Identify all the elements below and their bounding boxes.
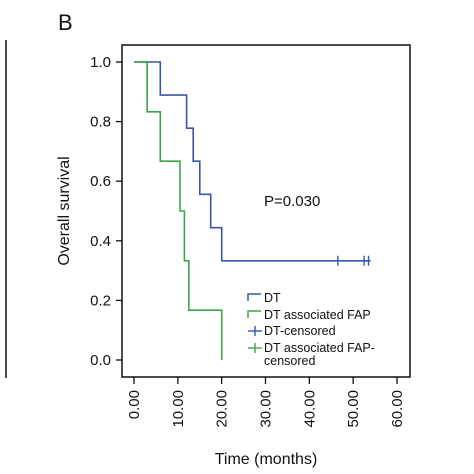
legend-label-continued: censored (264, 354, 315, 368)
p-value-annotation: P=0.030 (264, 193, 320, 210)
legend-label: DT associated FAP (264, 308, 371, 322)
legend-swatch (247, 293, 261, 301)
y-tick-label: 1.0 (90, 54, 111, 71)
y-tick-label: 0.8 (90, 114, 111, 131)
series-layer (134, 61, 371, 360)
legend: DT DT associated FAP DT-censored DT associa… (247, 291, 375, 368)
legend-label: DT (264, 291, 281, 305)
panel-label: B (58, 10, 73, 35)
axes: 0.0 0.2 0.4 0.6 0.8 1.0 0.00 10.00 20.00 30.00 40.… (90, 54, 406, 428)
y-tick-label: 0.2 (90, 292, 111, 309)
y-tick-label: 0.0 (90, 352, 111, 369)
legend-swatch (247, 310, 261, 318)
series-line-dt-associated-fap (134, 61, 223, 360)
x-tick-label: 20.00 (214, 390, 231, 428)
legend-label: DT-censored (264, 324, 336, 338)
x-tick-label: 10.00 (170, 390, 187, 428)
series-line-dt (134, 61, 371, 262)
x-tick-label: 60.00 (389, 390, 406, 428)
x-axis-title: Time (months) (215, 451, 318, 468)
legend-label: DT associated FAP- (264, 341, 375, 355)
x-tick-label: 50.00 (345, 390, 362, 428)
x-tick-label: 30.00 (258, 390, 275, 428)
x-tick-label: 40.00 (301, 390, 318, 428)
y-tick-label: 0.4 (90, 233, 111, 250)
y-axis-title: Overall survival (56, 156, 73, 265)
y-tick-label: 0.6 (90, 173, 111, 190)
x-tick-label: 0.00 (126, 390, 143, 419)
